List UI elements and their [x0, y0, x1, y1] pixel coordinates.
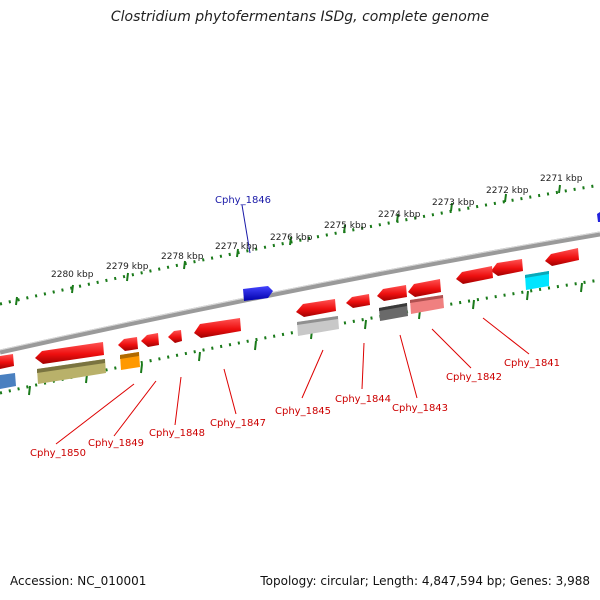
gene-cphy-1848[interactable] — [168, 330, 182, 343]
inner-ruler-major-tick — [198, 351, 201, 362]
label-connectors — [55, 204, 530, 445]
ruler-major-tick — [183, 260, 186, 270]
inner-ruler — [0, 278, 600, 396]
connector-cphy-1847 — [223, 368, 237, 415]
gene-cphy-1846[interactable] — [243, 286, 273, 301]
reverse-genes — [0, 248, 579, 369]
gene-arrow-forward-edge — [597, 212, 600, 222]
connector-cphy-1841 — [482, 317, 530, 355]
map-title: Clostridium phytofermentans ISDg, comple… — [110, 9, 490, 25]
ruler-major-tick — [343, 224, 346, 234]
gene-cphy-1843[interactable] — [377, 285, 407, 301]
gene-label[interactable]: Cphy_1849 — [88, 438, 144, 449]
ruler-major-tick — [289, 236, 292, 246]
ruler-major-tick — [450, 202, 453, 212]
gene-unlabeled-b[interactable] — [456, 266, 493, 284]
connector-cphy-1845 — [301, 349, 324, 399]
gene-label[interactable]: Cphy_1846 — [215, 195, 271, 206]
accession-label: Accession: NC_010001 — [10, 574, 147, 588]
gene-cphy-1845[interactable] — [296, 299, 336, 317]
inner-ruler-major-tick — [472, 299, 475, 310]
gene-arrow-forward[interactable] — [243, 286, 273, 301]
inner-ruler-major-tick — [526, 290, 529, 301]
genome-backbone — [0, 231, 600, 355]
gene-cphy-1844[interactable] — [346, 294, 370, 308]
cog-bar-orange-top — [120, 352, 139, 359]
ruler-label: 2274 kbp — [378, 210, 421, 220]
cog-track — [0, 271, 549, 389]
gene-label[interactable]: Cphy_1847 — [210, 418, 266, 429]
cog-bar-gray-top — [379, 303, 407, 311]
gene-label[interactable]: Cphy_1844 — [335, 394, 391, 405]
ruler-major-tick — [126, 272, 129, 282]
outer-ruler: 2271 kbp 2272 kbp 2273 kbp 2274 kbp 2275… — [0, 174, 600, 306]
ruler-label: 2277 kbp — [215, 242, 258, 252]
ruler-label: 2279 kbp — [106, 262, 149, 272]
inner-ruler-major-tick — [28, 385, 31, 396]
cog-bar-lightgray-top — [297, 316, 338, 325]
connector-cphy-1846 — [241, 204, 251, 254]
ruler-label: 2273 kbp — [432, 198, 475, 208]
gene-cphy-1847[interactable] — [194, 318, 241, 338]
gene-label[interactable]: Cphy_1850 — [30, 448, 86, 459]
cog-bar-cyan-top — [525, 271, 549, 278]
cog-bar-steelblue — [0, 373, 16, 389]
gene-cphy-1850[interactable] — [35, 342, 104, 364]
gene-label[interactable]: Cphy_1843 — [392, 403, 448, 414]
connector-cphy-1850 — [55, 383, 135, 445]
gene-edge-left[interactable] — [0, 354, 14, 369]
ruler-major-tick — [558, 184, 561, 194]
outer-ruler-dots — [0, 183, 600, 306]
gene-labels: Cphy_1846 Cphy_1850 Cphy_1849 Cphy_1848 … — [30, 195, 560, 459]
connector-cphy-1849 — [113, 380, 157, 437]
genome-backbone-highlight — [0, 231, 600, 351]
gene-cphy-1842[interactable] — [408, 279, 441, 297]
ruler-label: 2275 kbp — [324, 221, 367, 231]
gene-label[interactable]: Cphy_1841 — [504, 358, 560, 369]
connector-cphy-1844 — [361, 342, 365, 390]
ruler-label: 2271 kbp — [540, 174, 583, 184]
ruler-major-tick — [396, 213, 399, 223]
cog-bar-pink-top — [410, 295, 443, 303]
gene-label[interactable]: Cphy_1845 — [275, 406, 331, 417]
inner-ruler-major-tick — [254, 340, 257, 351]
ruler-label: 2272 kbp — [486, 186, 529, 196]
gene-cphy-1841[interactable] — [545, 248, 579, 266]
inner-ruler-major-tick — [140, 363, 143, 374]
genome-summary: Topology: circular; Length: 4,847,594 bp… — [260, 574, 590, 588]
ruler-major-tick — [71, 284, 74, 294]
ruler-label: 2276 kbp — [270, 233, 313, 243]
inner-ruler-dots — [0, 278, 600, 395]
inner-ruler-major-tick — [580, 282, 583, 293]
ruler-label: 2278 kbp — [161, 252, 204, 262]
gene-cphy-1849-a[interactable] — [141, 333, 159, 347]
ruler-major-tick — [15, 296, 18, 306]
gene-unlabeled-a[interactable] — [491, 259, 523, 276]
connector-cphy-1843 — [399, 334, 418, 399]
inner-ruler-major-tick — [364, 319, 367, 330]
ruler-label: 2280 kbp — [51, 270, 94, 280]
gene-label[interactable]: Cphy_1842 — [446, 372, 502, 383]
connector-cphy-1848 — [174, 376, 182, 426]
ruler-major-tick — [236, 248, 239, 258]
ruler-major-tick — [504, 193, 507, 203]
gene-label[interactable]: Cphy_1848 — [149, 428, 205, 439]
gene-cphy-1849-b[interactable] — [118, 337, 138, 351]
cog-bar-olive-top — [37, 359, 105, 373]
connector-cphy-1842 — [431, 328, 472, 369]
